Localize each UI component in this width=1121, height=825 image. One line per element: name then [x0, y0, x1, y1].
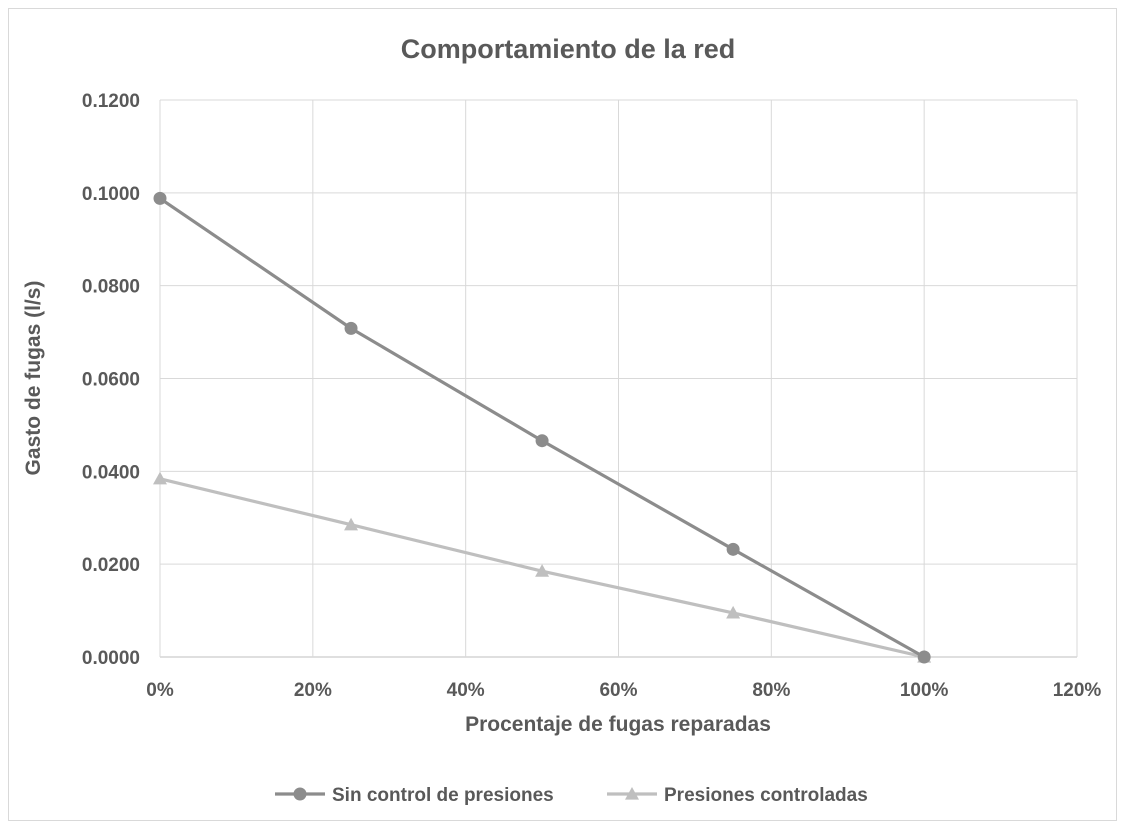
x-tick-label: 0%	[146, 680, 174, 701]
data-point	[153, 191, 167, 205]
x-axis-tick-labels: 0% 20% 40% 60% 80% 100% 120%	[146, 680, 1101, 701]
x-tick-label: 60%	[599, 680, 637, 701]
y-axis-tick-labels: 0.0000 0.0200 0.0400 0.0600 0.0800 0.1000 0.12…	[82, 91, 140, 669]
data-point	[535, 564, 550, 577]
data-point	[153, 471, 167, 485]
x-tick-label: 20%	[294, 680, 332, 701]
x-axis-label: Procentaje de fugas reparadas	[465, 713, 771, 736]
triangle-marker-icon	[625, 787, 639, 800]
y-axis-label: Gasto de fugas (l/s)	[22, 281, 45, 476]
series-layer	[153, 191, 932, 664]
y-tick-label: 0.0200	[82, 555, 140, 576]
legend-label: Sin control de presiones	[332, 785, 554, 806]
data-point	[917, 650, 931, 664]
data-point	[344, 517, 359, 531]
y-tick-label: 0.0800	[82, 277, 140, 298]
x-tick-label: 80%	[752, 680, 790, 701]
data-point	[726, 605, 741, 619]
chart-title: Comportamiento de la red	[401, 34, 736, 64]
series-line	[159, 197, 925, 659]
x-tick-label: 100%	[900, 680, 949, 701]
chart-frame	[8, 8, 1117, 821]
x-tick-label: 40%	[447, 680, 485, 701]
y-tick-label: 0.1200	[82, 91, 140, 112]
legend: Sin control de presiones Presiones contro…	[275, 785, 868, 806]
circle-marker-icon	[293, 787, 307, 801]
y-tick-label: 0.0000	[82, 648, 140, 669]
data-point	[344, 321, 358, 335]
legend-label: Presiones controladas	[664, 785, 868, 806]
gridlines	[159, 99, 1078, 658]
data-point	[535, 434, 549, 448]
data-point	[726, 542, 740, 556]
y-tick-label: 0.0400	[82, 462, 140, 483]
x-tick-label: 120%	[1053, 680, 1102, 701]
y-tick-label: 0.0600	[82, 370, 140, 391]
y-tick-label: 0.1000	[82, 184, 140, 205]
